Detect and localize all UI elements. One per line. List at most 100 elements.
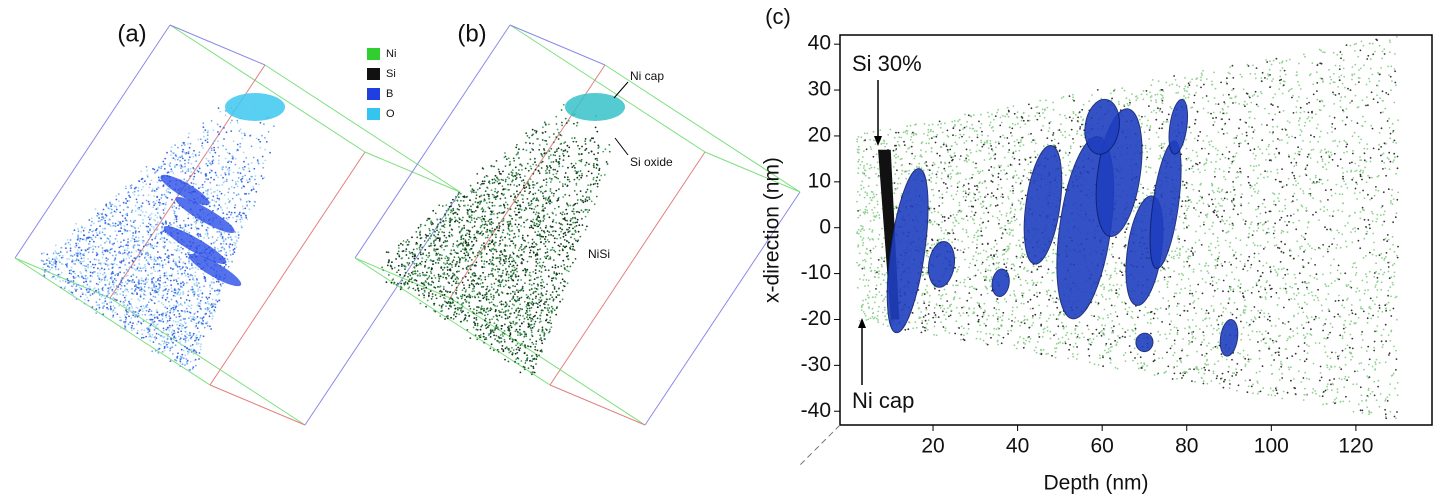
atom (116, 206, 118, 208)
atom (533, 291, 535, 293)
atom (145, 211, 147, 213)
atom (435, 213, 437, 215)
atom (243, 152, 245, 154)
atom (180, 167, 182, 169)
atom (154, 258, 156, 260)
atom (435, 277, 437, 279)
atom (86, 297, 88, 299)
atom (149, 219, 151, 221)
atom (490, 210, 492, 212)
atom (129, 230, 131, 232)
atom (180, 362, 182, 364)
atom (165, 329, 167, 331)
atom (426, 259, 428, 261)
atom (503, 204, 505, 206)
atom (554, 151, 556, 153)
atom (112, 215, 114, 217)
atom (149, 214, 151, 216)
atom (435, 262, 437, 264)
atom (52, 273, 54, 275)
atom (134, 191, 136, 193)
atom (159, 199, 161, 201)
atom (555, 222, 557, 224)
atom (535, 291, 537, 293)
atom (233, 187, 235, 189)
atom (557, 129, 559, 131)
atom (513, 193, 515, 195)
atom (602, 151, 604, 153)
atom (429, 275, 431, 277)
atom (195, 350, 197, 352)
atom (157, 186, 159, 188)
atom (483, 200, 485, 202)
atom (175, 207, 177, 209)
atom (161, 302, 163, 304)
atom (549, 320, 551, 322)
atom (535, 132, 537, 134)
atom (486, 224, 488, 226)
atom (103, 262, 105, 264)
atom (532, 327, 534, 329)
atom (483, 209, 485, 211)
atom (512, 169, 514, 171)
atom (508, 173, 510, 175)
atom (159, 263, 161, 265)
atom (143, 280, 145, 282)
atom (169, 317, 171, 319)
atom (179, 360, 181, 362)
atom (395, 258, 397, 260)
atom (531, 303, 533, 305)
atom (402, 265, 404, 267)
atom (155, 296, 157, 298)
atom (519, 325, 521, 327)
atom (55, 256, 57, 258)
atom (565, 118, 567, 120)
atom (143, 195, 145, 197)
atom (185, 253, 187, 255)
atom (227, 237, 229, 239)
atom (121, 285, 123, 287)
atom (95, 236, 97, 238)
atom (512, 352, 514, 354)
atom (242, 205, 244, 207)
atom (545, 131, 547, 133)
atom (148, 239, 150, 241)
atom (489, 180, 491, 182)
atom (206, 296, 208, 298)
atom (228, 174, 230, 176)
atom (123, 202, 125, 204)
atom (225, 166, 227, 168)
atom (142, 310, 144, 312)
atom (501, 179, 503, 181)
atom (541, 340, 543, 342)
atom (198, 236, 200, 238)
atom (108, 238, 110, 240)
atom (506, 274, 508, 276)
atom (90, 266, 92, 268)
atom (537, 263, 539, 265)
atom (567, 167, 569, 169)
atom (444, 258, 446, 260)
atom (94, 271, 96, 273)
atom (428, 228, 430, 230)
atom (55, 262, 57, 264)
atom (191, 304, 193, 306)
atom (138, 270, 140, 272)
atom (238, 213, 240, 215)
atom (171, 207, 173, 209)
atom (474, 324, 476, 326)
atom (473, 244, 475, 246)
atom (542, 281, 544, 283)
atom (532, 149, 534, 151)
atom (535, 261, 537, 263)
atom (190, 308, 192, 310)
atom (200, 322, 202, 324)
atom (225, 174, 227, 176)
atom (159, 286, 161, 288)
atom (544, 266, 546, 268)
atom (491, 318, 493, 320)
atom (185, 225, 187, 227)
atom (112, 225, 114, 227)
atom (516, 352, 518, 354)
atom (555, 314, 557, 316)
